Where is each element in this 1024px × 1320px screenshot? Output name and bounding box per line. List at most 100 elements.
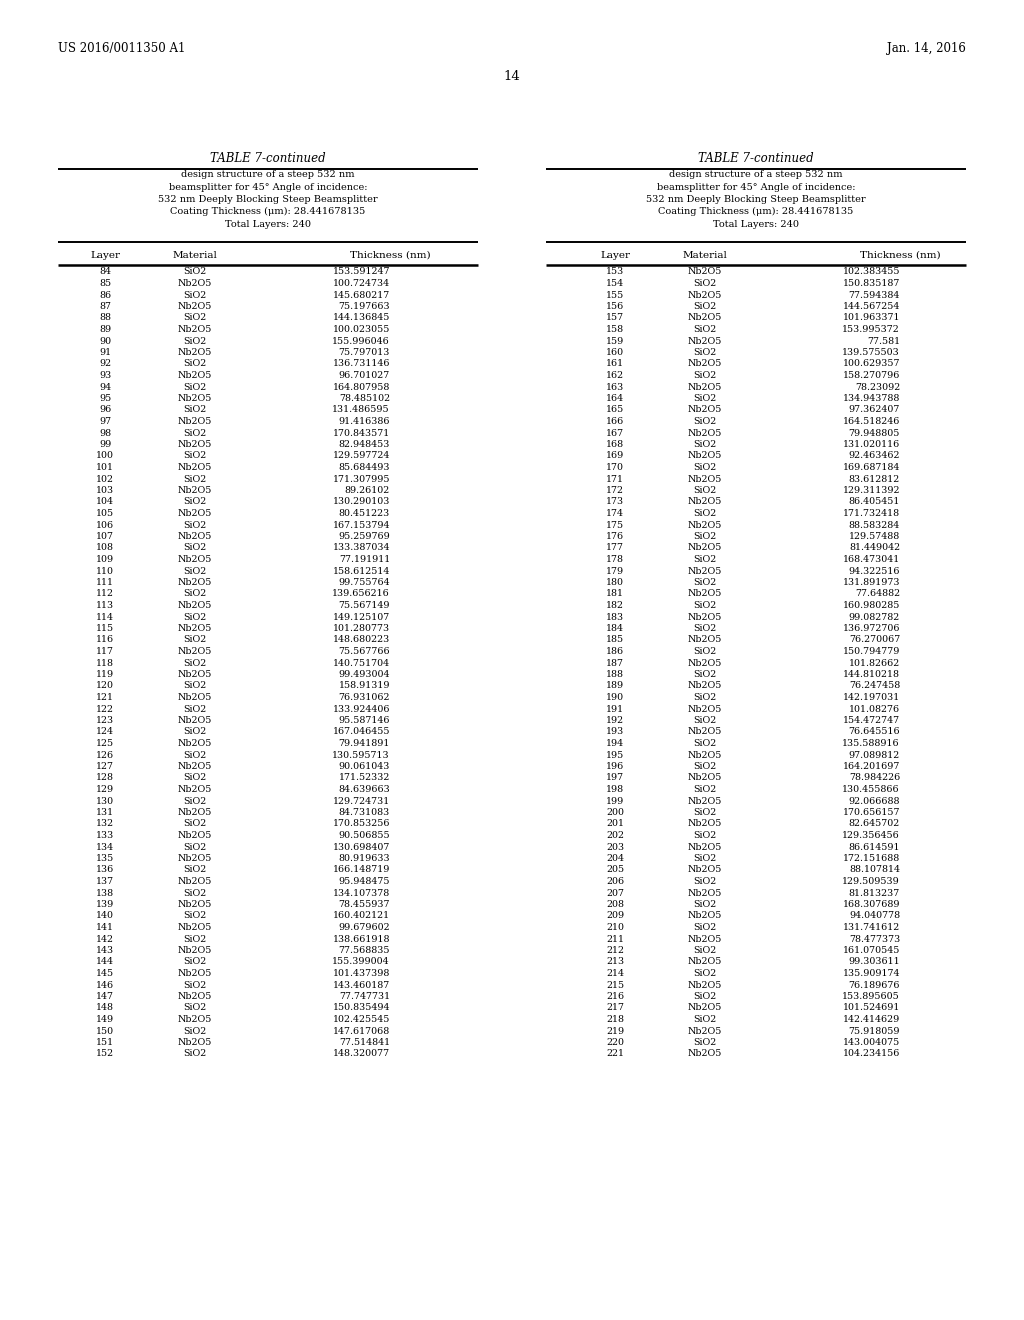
Text: SiO2: SiO2 — [183, 337, 207, 346]
Text: SiO2: SiO2 — [693, 302, 717, 312]
Text: 162: 162 — [606, 371, 624, 380]
Text: 139.575503: 139.575503 — [843, 348, 900, 356]
Text: 143.460187: 143.460187 — [333, 981, 390, 990]
Text: 158.270796: 158.270796 — [843, 371, 900, 380]
Text: 153.895605: 153.895605 — [843, 993, 900, 1001]
Text: Nb2O5: Nb2O5 — [688, 912, 722, 920]
Text: 133: 133 — [96, 832, 114, 840]
Text: 87: 87 — [99, 302, 111, 312]
Text: 113: 113 — [96, 601, 114, 610]
Text: 203: 203 — [606, 842, 624, 851]
Text: 99.082782: 99.082782 — [849, 612, 900, 622]
Text: SiO2: SiO2 — [693, 693, 717, 702]
Text: SiO2: SiO2 — [183, 981, 207, 990]
Text: SiO2: SiO2 — [693, 624, 717, 634]
Text: 96: 96 — [99, 405, 112, 414]
Text: beamsplitter for 45° Angle of incidence:: beamsplitter for 45° Angle of incidence: — [656, 182, 855, 191]
Text: SiO2: SiO2 — [183, 359, 207, 368]
Text: 220: 220 — [606, 1038, 624, 1047]
Text: Nb2O5: Nb2O5 — [178, 578, 212, 587]
Text: 100.629357: 100.629357 — [843, 359, 900, 368]
Text: 153.995372: 153.995372 — [843, 325, 900, 334]
Text: SiO2: SiO2 — [183, 590, 207, 598]
Text: 169.687184: 169.687184 — [843, 463, 900, 473]
Text: 160.402121: 160.402121 — [333, 912, 390, 920]
Text: 95: 95 — [99, 393, 112, 403]
Text: 131: 131 — [96, 808, 114, 817]
Text: Nb2O5: Nb2O5 — [178, 693, 212, 702]
Text: 80.919633: 80.919633 — [338, 854, 390, 863]
Text: 138.661918: 138.661918 — [333, 935, 390, 944]
Text: 196: 196 — [606, 762, 624, 771]
Text: 148: 148 — [96, 1003, 114, 1012]
Text: Nb2O5: Nb2O5 — [178, 486, 212, 495]
Text: 136.972706: 136.972706 — [843, 624, 900, 634]
Text: 92.066688: 92.066688 — [849, 796, 900, 805]
Text: 130.290103: 130.290103 — [333, 498, 390, 507]
Text: SiO2: SiO2 — [693, 463, 717, 473]
Text: 129.311392: 129.311392 — [843, 486, 900, 495]
Text: 129.509539: 129.509539 — [843, 876, 900, 886]
Text: 204: 204 — [606, 854, 624, 863]
Text: 161: 161 — [606, 359, 624, 368]
Text: 199: 199 — [606, 796, 624, 805]
Text: Nb2O5: Nb2O5 — [178, 785, 212, 795]
Text: 99.303611: 99.303611 — [848, 957, 900, 966]
Text: 149: 149 — [96, 1015, 114, 1024]
Text: 107: 107 — [96, 532, 114, 541]
Text: 137: 137 — [96, 876, 114, 886]
Text: SiO2: SiO2 — [183, 659, 207, 668]
Text: 78.477373: 78.477373 — [849, 935, 900, 944]
Text: SiO2: SiO2 — [183, 635, 207, 644]
Text: Nb2O5: Nb2O5 — [178, 671, 212, 678]
Text: 158.612514: 158.612514 — [333, 566, 390, 576]
Text: SiO2: SiO2 — [693, 1015, 717, 1024]
Text: Nb2O5: Nb2O5 — [688, 1027, 722, 1035]
Text: 180: 180 — [606, 578, 624, 587]
Text: 121: 121 — [96, 693, 114, 702]
Text: 213: 213 — [606, 957, 624, 966]
Text: 96.701027: 96.701027 — [339, 371, 390, 380]
Text: 144.567254: 144.567254 — [843, 302, 900, 312]
Text: Nb2O5: Nb2O5 — [178, 532, 212, 541]
Text: SiO2: SiO2 — [693, 969, 717, 978]
Text: 171.732418: 171.732418 — [843, 510, 900, 517]
Text: 167.153794: 167.153794 — [333, 520, 390, 529]
Text: 93: 93 — [99, 371, 112, 380]
Text: Layer: Layer — [600, 251, 630, 260]
Text: 130.455866: 130.455866 — [843, 785, 900, 795]
Text: 172: 172 — [606, 486, 624, 495]
Text: SiO2: SiO2 — [693, 876, 717, 886]
Text: 101.82662: 101.82662 — [849, 659, 900, 668]
Text: 189: 189 — [606, 681, 624, 690]
Text: 131.891973: 131.891973 — [843, 578, 900, 587]
Text: 95.948475: 95.948475 — [339, 876, 390, 886]
Text: 78.984226: 78.984226 — [849, 774, 900, 783]
Text: SiO2: SiO2 — [183, 820, 207, 829]
Text: Jan. 14, 2016: Jan. 14, 2016 — [887, 42, 966, 55]
Text: Nb2O5: Nb2O5 — [688, 1049, 722, 1059]
Text: Nb2O5: Nb2O5 — [688, 383, 722, 392]
Text: 172.151688: 172.151688 — [843, 854, 900, 863]
Text: 150: 150 — [96, 1027, 114, 1035]
Text: Nb2O5: Nb2O5 — [688, 337, 722, 346]
Text: 76.247458: 76.247458 — [849, 681, 900, 690]
Text: 103: 103 — [96, 486, 114, 495]
Text: 170: 170 — [606, 463, 624, 473]
Text: Nb2O5: Nb2O5 — [178, 647, 212, 656]
Text: SiO2: SiO2 — [693, 1038, 717, 1047]
Text: 94.040778: 94.040778 — [849, 912, 900, 920]
Text: Total Layers: 240: Total Layers: 240 — [713, 220, 799, 228]
Text: SiO2: SiO2 — [183, 727, 207, 737]
Text: 134.943788: 134.943788 — [843, 393, 900, 403]
Text: 170.656157: 170.656157 — [843, 808, 900, 817]
Text: Nb2O5: Nb2O5 — [688, 957, 722, 966]
Text: SiO2: SiO2 — [183, 796, 207, 805]
Text: 139.656216: 139.656216 — [332, 590, 390, 598]
Text: Nb2O5: Nb2O5 — [178, 348, 212, 356]
Text: Nb2O5: Nb2O5 — [178, 762, 212, 771]
Text: 77.191911: 77.191911 — [339, 554, 390, 564]
Text: 123: 123 — [96, 715, 114, 725]
Text: SiO2: SiO2 — [183, 866, 207, 874]
Text: 86.405451: 86.405451 — [849, 498, 900, 507]
